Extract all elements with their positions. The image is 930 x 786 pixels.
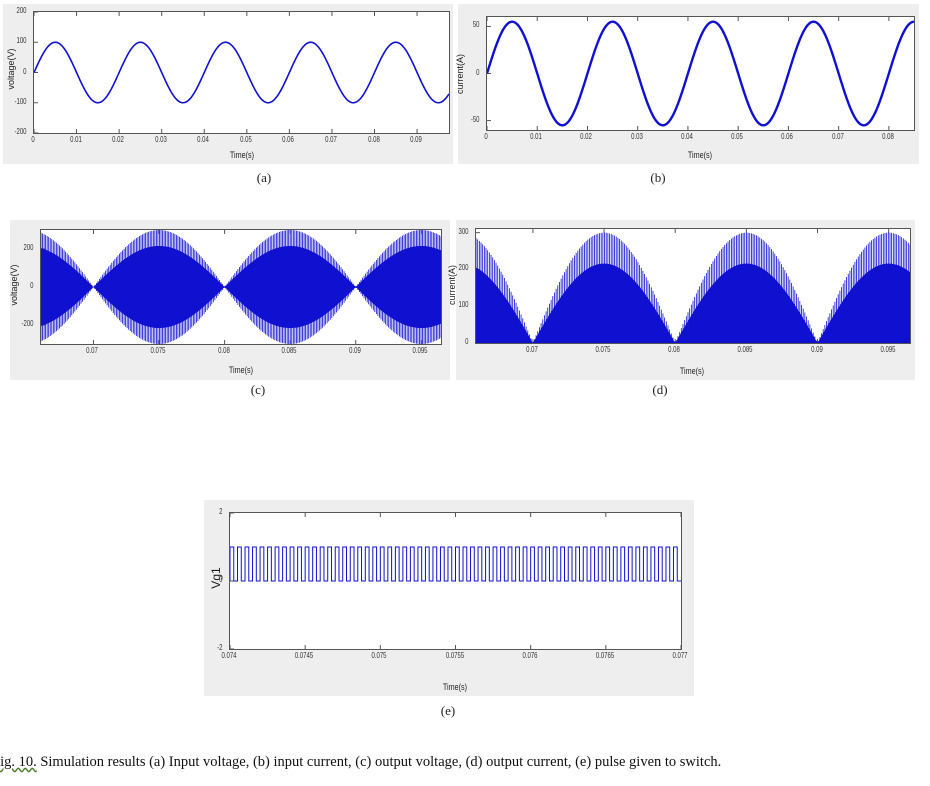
figure-number: Fig. 10.: [0, 754, 37, 770]
subfigure-label-a: (a): [256, 170, 272, 185]
x-tick-label-b: 0.03: [630, 132, 643, 141]
y-tick-label-c: -200: [21, 319, 34, 328]
x-tick-label-e: 0.0745: [294, 651, 314, 660]
x-tick-label-e: 0.075: [371, 651, 387, 660]
subfigure-label-b: (b): [650, 170, 666, 185]
x-axis-label-b: Time(s): [687, 150, 713, 160]
x-tick-label-a: 0.08: [367, 135, 380, 144]
x-tick-label-a: 0.01: [69, 135, 82, 144]
series-pulse-e: [230, 546, 681, 582]
series-line-a: [34, 41, 449, 104]
x-tick-label-b: 0: [484, 132, 488, 141]
x-axis-label-a: Time(s): [229, 150, 255, 160]
y-tick-label-d: 0: [465, 337, 469, 346]
x-tick-label-e: 0.076: [522, 651, 538, 660]
x-tick-label-c: 0.08: [217, 346, 230, 355]
x-tick-label-d: 0.085: [737, 345, 753, 354]
y-tick-label-a: -100: [14, 96, 27, 106]
chart-svg-c: [41, 230, 441, 344]
chart-svg-b: [487, 17, 914, 130]
y-tick-label-a: 100: [16, 36, 27, 46]
chart-svg-e: [230, 513, 681, 649]
x-tick-label-b: 0.06: [781, 132, 794, 141]
chart-svg-d: [476, 229, 910, 343]
y-tick-label-a: 200: [16, 6, 27, 15]
y-tick-label-e: 2: [219, 507, 223, 516]
y-tick-label-e: 0: [219, 575, 223, 584]
series-fill-c: [41, 245, 441, 329]
x-tick-label-a: 0.04: [197, 135, 210, 144]
x-tick-label-a: 0.02: [112, 135, 124, 144]
x-tick-label-c: 0.09: [348, 346, 361, 355]
figure-caption: Fig. 10. Simulation results (a) Input vo…: [0, 754, 930, 771]
y-tick-label-a: -200: [14, 127, 27, 136]
y-tick-label-b: -50: [470, 114, 480, 124]
x-tick-label-b: 0.07: [831, 132, 844, 141]
y-tick-label-c: 200: [23, 243, 34, 252]
x-tick-label-d: 0.095: [880, 345, 896, 354]
plot-area-b: [486, 16, 915, 131]
x-axis-label-d: Time(s): [679, 366, 705, 376]
x-tick-label-a: 0.09: [410, 135, 422, 144]
y-tick-label-b: 50: [472, 20, 480, 30]
x-tick-label-d: 0.07: [526, 345, 538, 354]
y-tick-label-d: 100: [458, 300, 469, 310]
y-tick-label-a: 0: [23, 66, 27, 76]
plot-area-d: [475, 228, 911, 344]
x-tick-label-a: 0.05: [239, 135, 252, 144]
y-tick-label-e: -2: [217, 643, 223, 652]
x-tick-label-c: 0.095: [412, 346, 428, 355]
x-tick-label-a: 0.03: [154, 135, 167, 144]
x-tick-label-b: 0.05: [731, 132, 744, 141]
subfigure-label-c: (c): [250, 382, 266, 397]
x-tick-label-a: 0: [31, 135, 35, 144]
x-tick-label-b: 0.01: [530, 132, 543, 141]
x-tick-label-e: 0.0765: [595, 651, 615, 660]
y-tick-label-c: 0: [30, 281, 34, 290]
x-tick-label-d: 0.08: [668, 345, 681, 354]
x-tick-label-b: 0.02: [580, 132, 593, 141]
y-tick-label-b: 0: [476, 67, 480, 77]
x-tick-label-c: 0.085: [281, 346, 297, 355]
x-tick-label-d: 0.075: [595, 345, 611, 354]
x-tick-label-a: 0.06: [282, 135, 295, 144]
subfigure-label-d: (d): [652, 382, 668, 397]
x-tick-label-b: 0.08: [882, 132, 894, 141]
x-tick-label-d: 0.09: [810, 345, 823, 354]
series-fill-d: [476, 263, 910, 343]
x-tick-label-c: 0.07: [86, 346, 99, 355]
plot-area-c: [40, 229, 442, 345]
chart-svg-a: [34, 12, 449, 133]
figure-caption-text: Simulation results (a) Input voltage, (b…: [36, 754, 722, 770]
x-axis-label-e: Time(s): [442, 682, 468, 692]
series-line-b: [487, 20, 914, 127]
subfigure-label-e: (e): [440, 703, 456, 718]
y-axis-label-c: voltage(V): [9, 264, 19, 306]
y-tick-label-d: 300: [458, 226, 469, 236]
plot-area-e: [229, 512, 682, 650]
x-tick-label-e: 0.0755: [445, 651, 464, 660]
y-tick-label-d: 200: [458, 263, 469, 273]
y-axis-label-b: current(A): [455, 54, 465, 95]
x-tick-label-c: 0.075: [150, 346, 166, 355]
plot-area-a: [33, 11, 450, 134]
x-tick-label-e: 0.077: [672, 651, 688, 660]
x-axis-label-c: Time(s): [228, 365, 254, 375]
x-tick-label-a: 0.07: [325, 135, 337, 144]
x-tick-label-e: 0.074: [221, 651, 237, 660]
x-tick-label-b: 0.04: [681, 132, 693, 141]
